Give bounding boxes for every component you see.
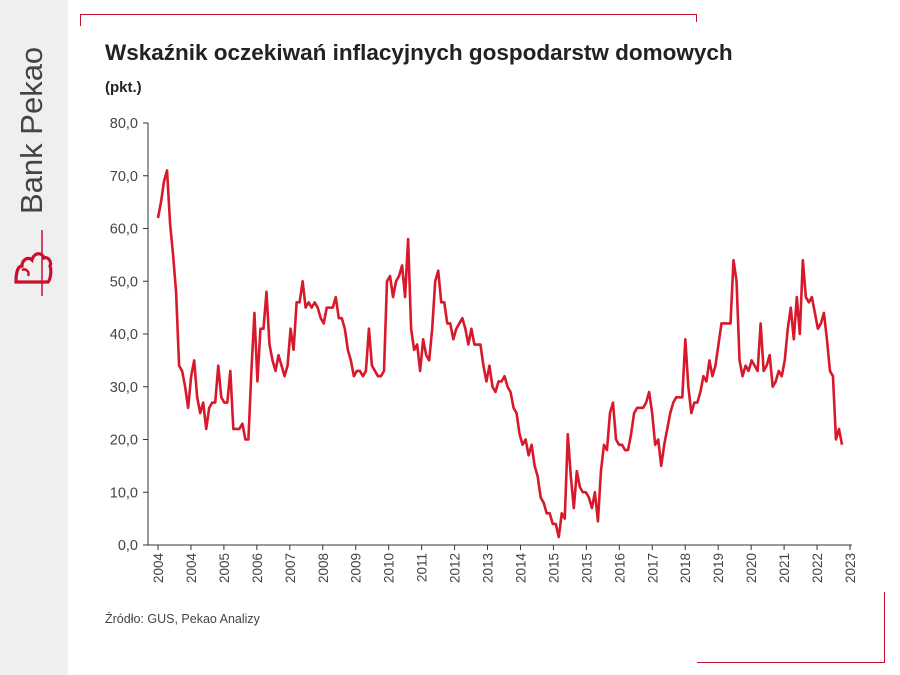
x-tick-label: 2021 bbox=[777, 553, 792, 583]
y-tick-label: 0,0 bbox=[118, 538, 138, 554]
y-tick-label: 10,0 bbox=[110, 485, 138, 501]
x-tick-label: 2017 bbox=[645, 553, 660, 583]
y-tick-label: 60,0 bbox=[110, 222, 138, 238]
x-tick-label: 2015 bbox=[546, 553, 561, 583]
y-tick-label: 40,0 bbox=[110, 327, 138, 343]
x-tick-label: 2013 bbox=[481, 553, 496, 583]
x-tick-label: 2012 bbox=[448, 553, 463, 583]
bank-logo-icon bbox=[14, 230, 53, 296]
x-tick-label: 2004 bbox=[184, 553, 199, 584]
x-tick-label: 2009 bbox=[349, 553, 364, 583]
frame-top-line bbox=[80, 14, 697, 15]
y-tick-label: 20,0 bbox=[110, 433, 138, 449]
x-tick-label: 2005 bbox=[217, 553, 232, 583]
x-tick-label: 2023 bbox=[843, 553, 858, 583]
y-tick-label: 70,0 bbox=[110, 169, 138, 185]
frame-top-right-tick bbox=[696, 14, 697, 22]
x-tick-label: 2016 bbox=[612, 553, 627, 583]
sidebar: Bank Pekao bbox=[0, 0, 68, 675]
x-tick-label: 2008 bbox=[316, 553, 331, 583]
x-tick-label: 2010 bbox=[382, 553, 397, 583]
frame-bottom-line bbox=[697, 662, 885, 663]
x-tick-label: 2006 bbox=[250, 553, 265, 583]
x-tick-label: 2007 bbox=[283, 553, 298, 583]
source-note: Źródło: GUS, Pekao Analizy bbox=[105, 612, 260, 626]
y-tick-label: 30,0 bbox=[110, 380, 138, 396]
y-tick-label: 80,0 bbox=[110, 116, 138, 132]
chart-title: Wskaźnik oczekiwań inflacyjnych gospodar… bbox=[105, 40, 733, 65]
y-tick-label: 50,0 bbox=[110, 274, 138, 290]
x-tick-label: 2019 bbox=[711, 553, 726, 583]
x-tick-label: 2004 bbox=[151, 553, 166, 584]
series-line bbox=[156, 169, 844, 539]
frame-right-line bbox=[884, 592, 885, 662]
x-tick-label: 2022 bbox=[810, 553, 825, 583]
frame-top-left-tick bbox=[80, 14, 81, 26]
x-tick-label: 2015 bbox=[579, 553, 594, 583]
x-tick-label: 2020 bbox=[744, 553, 759, 583]
x-tick-label: 2011 bbox=[415, 553, 430, 582]
x-tick-label: 2014 bbox=[513, 553, 528, 584]
chart-subtitle: (pkt.) bbox=[105, 79, 142, 96]
x-tick-label: 2018 bbox=[678, 553, 693, 583]
